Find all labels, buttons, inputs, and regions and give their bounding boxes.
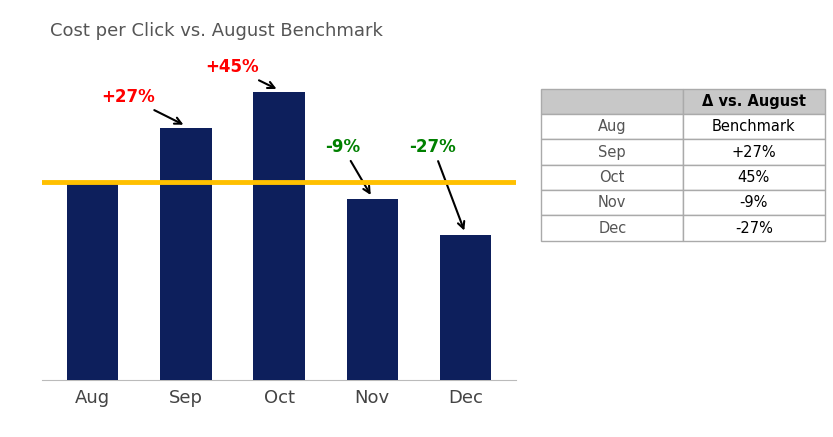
Bar — [160, 128, 212, 380]
Bar — [253, 92, 305, 380]
Text: Cost per Click vs. August Benchmark: Cost per Click vs. August Benchmark — [50, 22, 383, 40]
Text: +45%: +45% — [206, 58, 274, 88]
Bar — [347, 199, 398, 380]
Bar — [440, 235, 491, 380]
Text: -9%: -9% — [325, 138, 370, 193]
Text: +27%: +27% — [102, 88, 182, 124]
Bar — [67, 181, 118, 380]
Text: -27%: -27% — [409, 138, 464, 229]
